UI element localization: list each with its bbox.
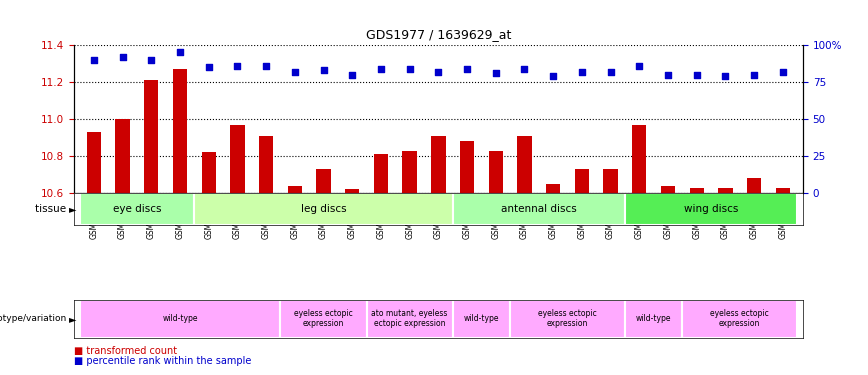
- Text: genotype/variation: genotype/variation: [0, 314, 69, 323]
- Bar: [80, 300, 280, 338]
- Point: [231, 63, 245, 69]
- Point: [173, 50, 187, 55]
- Bar: [453, 300, 510, 338]
- Text: ■ transformed count: ■ transformed count: [74, 346, 177, 356]
- Text: eyeless ectopic
expression: eyeless ectopic expression: [538, 309, 597, 328]
- Text: wild-type: wild-type: [162, 314, 198, 323]
- Bar: [366, 300, 453, 338]
- Point: [575, 69, 589, 75]
- Point: [260, 63, 273, 69]
- Bar: [280, 300, 366, 338]
- Text: ■ percentile rank within the sample: ■ percentile rank within the sample: [74, 356, 251, 366]
- Point: [201, 64, 215, 70]
- Bar: [87, 132, 101, 193]
- Point: [431, 69, 445, 75]
- Text: eyeless ectopic
expression: eyeless ectopic expression: [710, 309, 769, 328]
- Text: leg discs: leg discs: [300, 204, 346, 214]
- Point: [517, 66, 531, 72]
- Point: [603, 69, 617, 75]
- Bar: [661, 186, 675, 193]
- Bar: [689, 188, 704, 193]
- Bar: [632, 124, 647, 193]
- Bar: [230, 124, 245, 193]
- Bar: [345, 189, 359, 193]
- Point: [403, 66, 417, 72]
- Bar: [517, 136, 531, 193]
- Point: [317, 67, 331, 73]
- Bar: [603, 169, 618, 193]
- Text: antennal discs: antennal discs: [501, 204, 576, 214]
- Point: [632, 63, 646, 69]
- Bar: [144, 80, 159, 193]
- Point: [776, 69, 790, 75]
- Bar: [776, 188, 790, 193]
- Point: [719, 73, 733, 79]
- Bar: [546, 184, 561, 193]
- Bar: [115, 119, 129, 193]
- Bar: [682, 300, 797, 338]
- Point: [690, 72, 704, 78]
- Text: wild-type: wild-type: [464, 314, 499, 323]
- Bar: [460, 141, 474, 193]
- Bar: [625, 300, 682, 338]
- Bar: [374, 154, 388, 193]
- Point: [374, 66, 388, 72]
- Text: ►: ►: [69, 314, 77, 324]
- Point: [661, 72, 675, 78]
- Text: ►: ►: [69, 204, 77, 214]
- Bar: [80, 193, 194, 225]
- Point: [87, 57, 101, 63]
- Bar: [259, 136, 273, 193]
- Bar: [316, 169, 331, 193]
- Text: wing discs: wing discs: [684, 204, 738, 214]
- Text: eyeless ectopic
expression: eyeless ectopic expression: [294, 309, 353, 328]
- Bar: [625, 193, 797, 225]
- Text: tissue: tissue: [35, 204, 69, 214]
- Point: [144, 57, 158, 63]
- Bar: [510, 300, 625, 338]
- Bar: [201, 152, 216, 193]
- Bar: [287, 186, 302, 193]
- Title: GDS1977 / 1639629_at: GDS1977 / 1639629_at: [365, 28, 511, 41]
- Text: wild-type: wild-type: [636, 314, 671, 323]
- Point: [288, 69, 302, 75]
- Point: [115, 54, 129, 60]
- Text: eye discs: eye discs: [113, 204, 161, 214]
- Point: [546, 73, 560, 79]
- Text: ato mutant, eyeless
ectopic expression: ato mutant, eyeless ectopic expression: [372, 309, 448, 328]
- Bar: [718, 188, 733, 193]
- Point: [460, 66, 474, 72]
- Bar: [173, 69, 187, 193]
- Bar: [194, 193, 453, 225]
- Bar: [747, 178, 761, 193]
- Point: [747, 72, 761, 78]
- Bar: [453, 193, 625, 225]
- Point: [489, 70, 503, 76]
- Bar: [403, 150, 417, 193]
- Point: [345, 72, 359, 78]
- Bar: [489, 150, 503, 193]
- Bar: [575, 169, 589, 193]
- Bar: [431, 136, 445, 193]
